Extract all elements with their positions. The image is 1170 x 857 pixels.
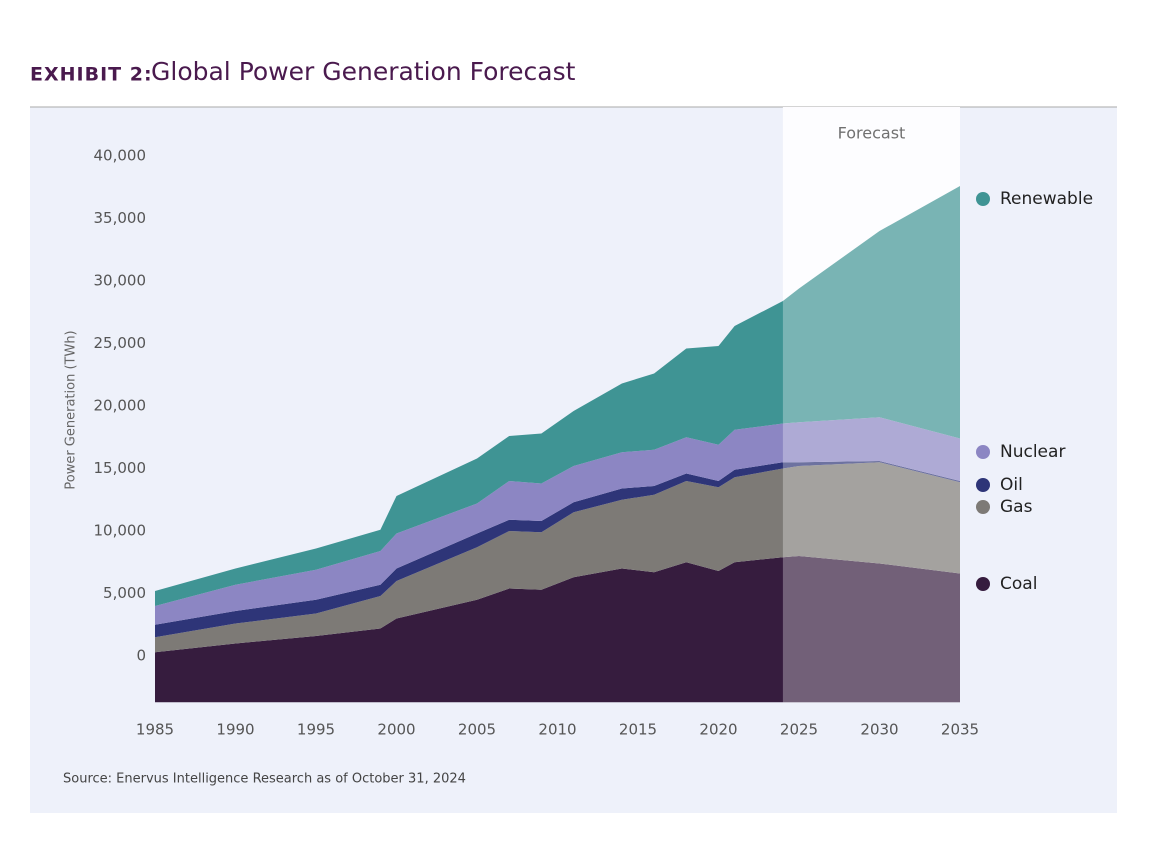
- legend-label: Gas: [1000, 497, 1033, 517]
- x-tick-label: 2025: [780, 721, 818, 739]
- y-tick-label: 40,000: [94, 147, 147, 165]
- legend-label: Renewable: [1000, 189, 1093, 209]
- y-tick-label: 20,000: [94, 397, 147, 415]
- forecast-label: Forecast: [838, 124, 906, 143]
- x-tick-label: 2020: [699, 721, 737, 739]
- y-tick-label: 35,000: [94, 209, 147, 227]
- legend-marker: [976, 478, 990, 492]
- legend-label: Nuclear: [1000, 442, 1065, 462]
- legend-marker: [976, 577, 990, 591]
- x-tick-label: 1985: [136, 721, 174, 739]
- legend-marker: [976, 192, 990, 206]
- x-tick-label: 2035: [941, 721, 979, 739]
- area: [155, 417, 960, 625]
- y-axis-label: Power Generation (TWh): [64, 330, 79, 489]
- area: [155, 462, 960, 653]
- title-prefix: EXHIBIT 2:: [30, 64, 153, 86]
- y-tick-label: 0: [136, 647, 146, 665]
- x-tick-label: 2030: [860, 721, 898, 739]
- y-tick-label: 5,000: [103, 584, 146, 602]
- y-tick-label: 30,000: [94, 272, 147, 290]
- area: [155, 186, 960, 606]
- area: [155, 556, 960, 703]
- forecast-overlay: [782, 108, 960, 703]
- x-tick-label: 2000: [377, 721, 415, 739]
- source: Source: Enervus Intelligence Research as…: [63, 772, 466, 787]
- y-tick-label: 10,000: [94, 522, 147, 540]
- x-tick-label: 2010: [538, 721, 576, 739]
- x-tick-label: 2015: [619, 721, 657, 739]
- area: [155, 461, 960, 638]
- x-tick-label: 1990: [216, 721, 254, 739]
- y-tick-label: 15,000: [94, 459, 147, 477]
- legend-marker: [976, 500, 990, 514]
- legend-marker: [976, 445, 990, 459]
- x-tick-label: 2005: [458, 721, 496, 739]
- y-tick-label: 25,000: [94, 334, 147, 352]
- x-tick-label: 1995: [297, 721, 335, 739]
- chart-title: Global Power Generation Forecast: [151, 57, 576, 86]
- legend-label: Oil: [1000, 475, 1023, 495]
- legend-label: Coal: [1000, 574, 1037, 594]
